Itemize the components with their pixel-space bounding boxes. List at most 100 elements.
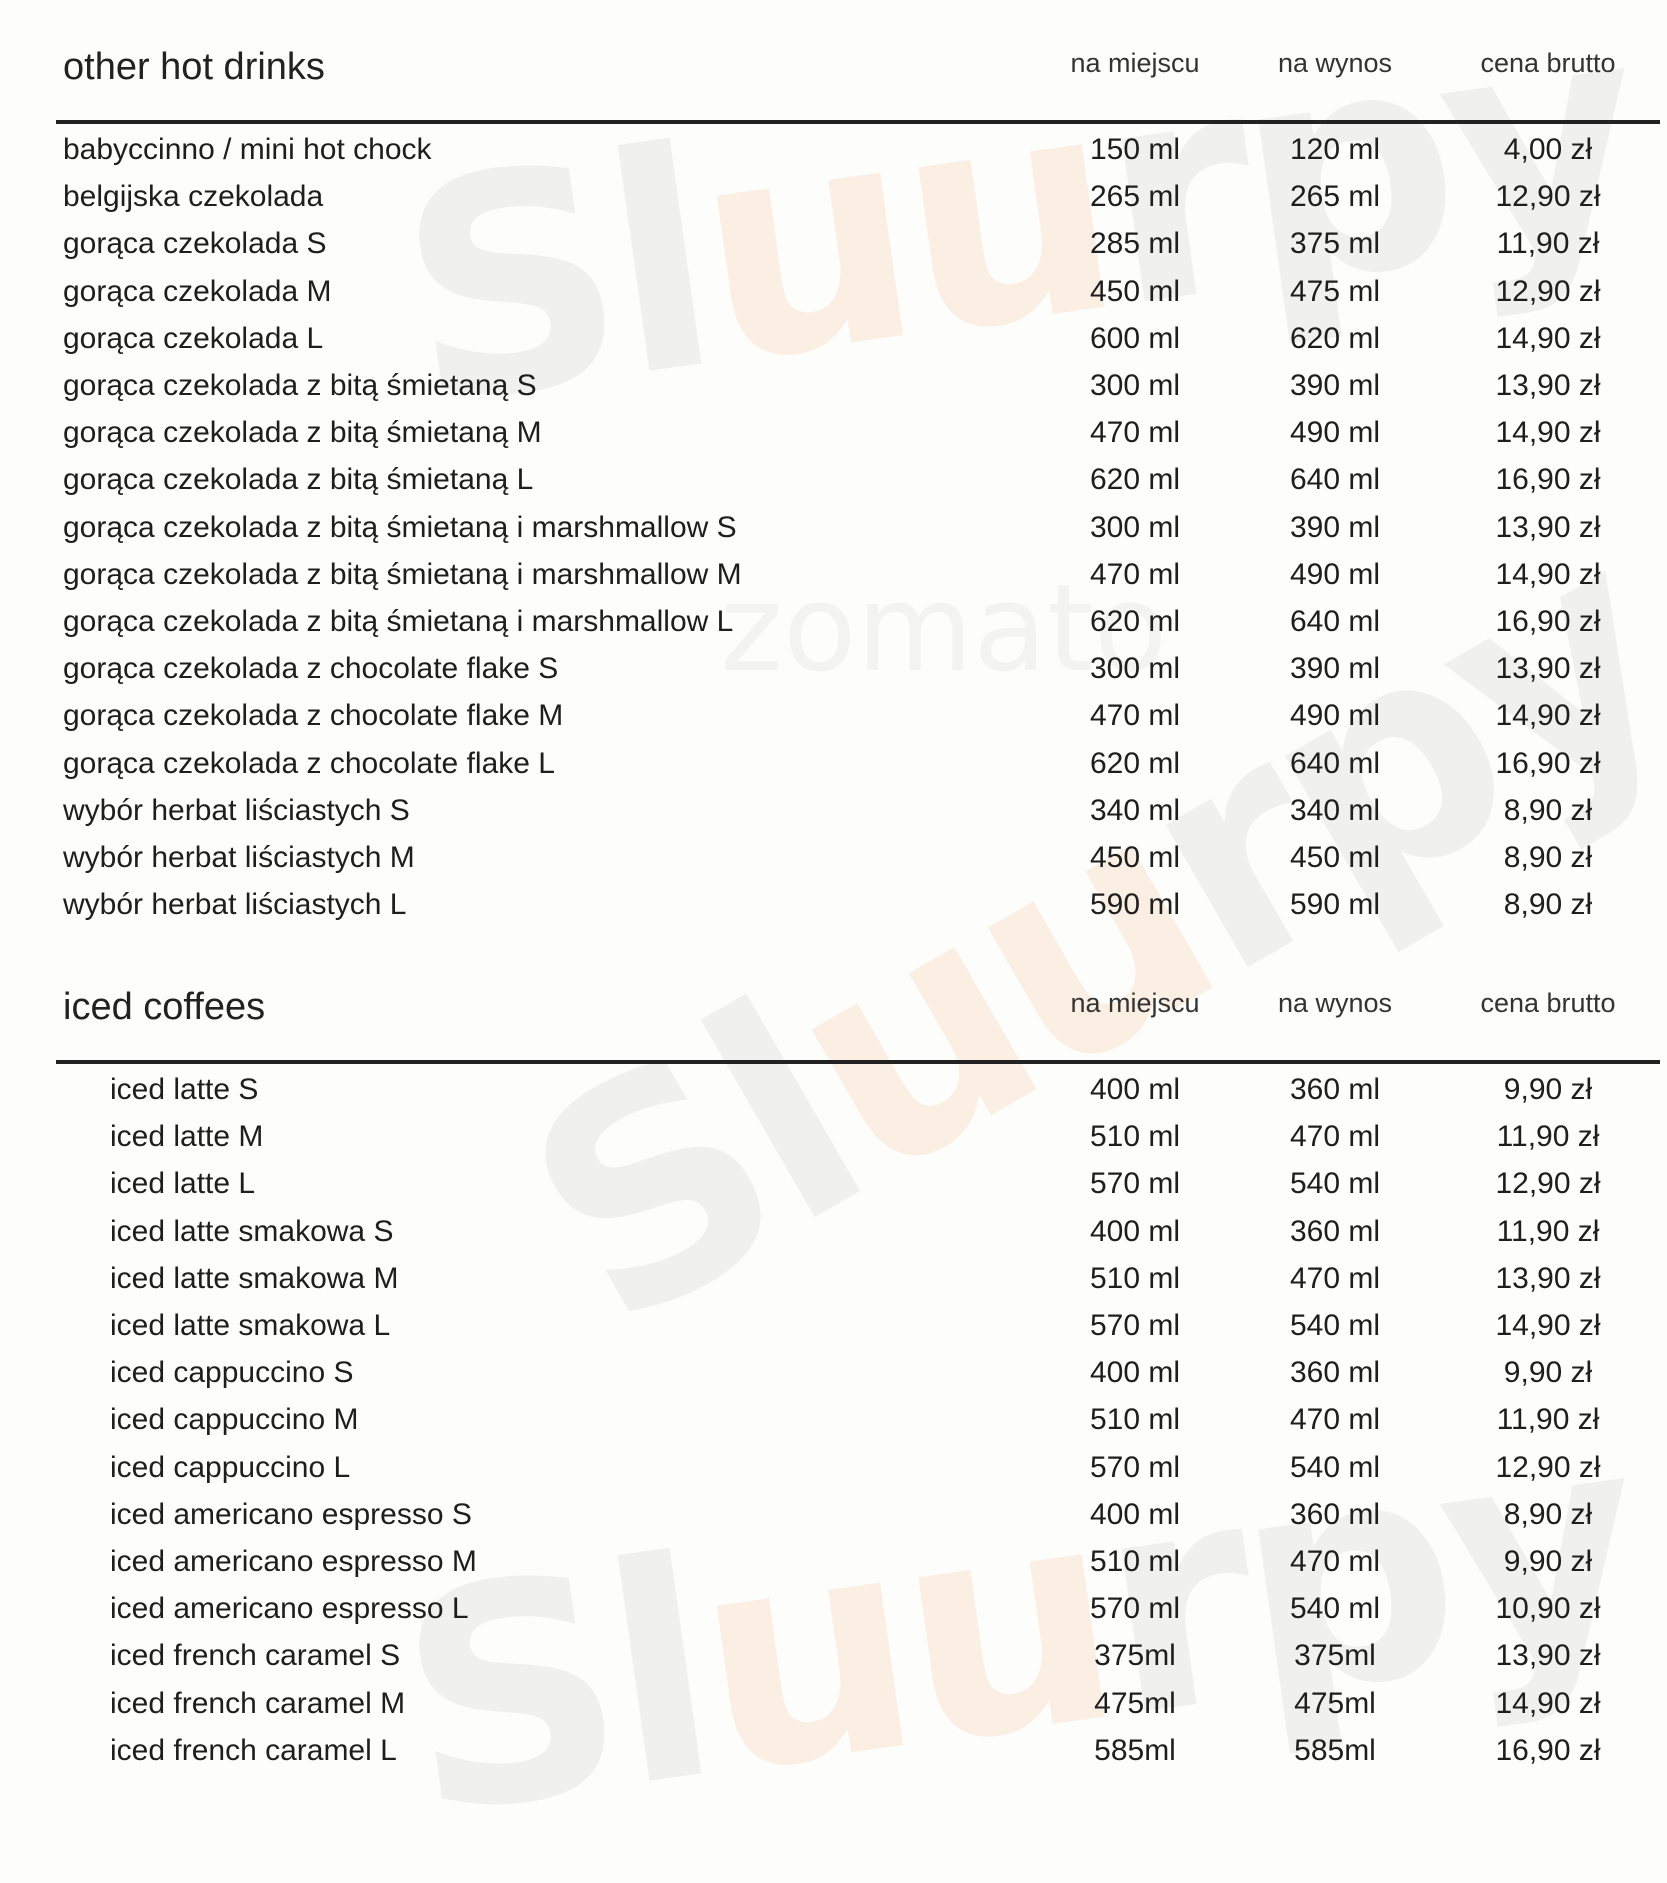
volume-dine-in: 375ml xyxy=(1094,1639,1176,1673)
gross-price: 8,90 zł xyxy=(1503,841,1593,874)
gross-price: 9,90 zł xyxy=(1503,1073,1593,1106)
gross-price: 13,90 zł xyxy=(1495,1261,1601,1295)
gross-price: 9,90 zł xyxy=(1503,1356,1593,1390)
menu-item-row: gorąca czekolada z bitą śmietaną i marsh… xyxy=(0,558,1667,605)
volume-takeaway: 540 ml xyxy=(1289,1309,1381,1342)
gross-price: 13,90 zł xyxy=(1495,652,1601,686)
volume-takeaway: 375ml xyxy=(1294,1639,1376,1673)
gross-price: 16,90 zł xyxy=(1495,463,1601,497)
volume-dine-in: 400 ml xyxy=(1089,1497,1181,1531)
menu-item-row: gorąca czekolada z bitą śmietaną i marsh… xyxy=(0,511,1667,558)
gross-price: 12,90 zł xyxy=(1495,1167,1601,1201)
volume-dine-in: 585ml xyxy=(1094,1733,1176,1767)
volume-dine-in: 450 ml xyxy=(1089,274,1181,308)
volume-dine-in: 470 ml xyxy=(1089,557,1181,591)
volume-dine-in: 510 ml xyxy=(1089,1545,1181,1578)
volume-dine-in: 510 ml xyxy=(1089,1261,1181,1295)
menu-item-row: iced french caramel L 585ml 585ml 16,90 … xyxy=(0,1734,1667,1781)
volume-takeaway: 475ml xyxy=(1294,1686,1376,1720)
menu-item-row: gorąca czekolada M 450 ml 475 ml 12,90 z… xyxy=(0,275,1667,322)
gross-price: 14,90 zł xyxy=(1495,699,1601,733)
volume-dine-in: 570 ml xyxy=(1089,1167,1181,1201)
header-divider xyxy=(56,120,1660,124)
volume-dine-in: 620 ml xyxy=(1089,746,1181,780)
item-name: gorąca czekolada z bitą śmietaną S xyxy=(63,369,537,402)
item-name: gorąca czekolada z bitą śmietaną i marsh… xyxy=(63,557,742,591)
gross-price: 13,90 zł xyxy=(1495,510,1601,544)
column-header: cena brutto xyxy=(1480,48,1616,78)
volume-dine-in: 570 ml xyxy=(1089,1450,1181,1484)
item-name: iced french caramel M xyxy=(110,1686,406,1720)
volume-takeaway: 390 ml xyxy=(1289,369,1381,402)
menu-item-row: iced cappuccino M 510 ml 470 ml 11,90 zł xyxy=(0,1403,1667,1450)
menu-item-row: gorąca czekolada z bitą śmietaną S 300 m… xyxy=(0,369,1667,416)
volume-takeaway: 470 ml xyxy=(1289,1120,1381,1154)
volume-dine-in: 570 ml xyxy=(1089,1592,1181,1626)
gross-price: 16,90 zł xyxy=(1495,746,1601,780)
item-name: iced americano espresso S xyxy=(110,1497,472,1531)
volume-dine-in: 150 ml xyxy=(1089,133,1181,166)
menu-item-row: iced latte S 400 ml 360 ml 9,90 zł xyxy=(0,1073,1667,1120)
menu-item-row: iced latte smakowa L 570 ml 540 ml 14,90… xyxy=(0,1309,1667,1356)
item-name: gorąca czekolada z bitą śmietaną i marsh… xyxy=(63,510,737,544)
gross-price: 8,90 zł xyxy=(1503,793,1593,827)
menu-item-row: iced latte smakowa S 400 ml 360 ml 11,90… xyxy=(0,1215,1667,1262)
gross-price: 14,90 zł xyxy=(1495,557,1601,591)
volume-takeaway: 470 ml xyxy=(1289,1403,1381,1437)
volume-dine-in: 475ml xyxy=(1094,1686,1176,1720)
menu-item-row: gorąca czekolada z chocolate flake S 300… xyxy=(0,652,1667,699)
menu-item-row: iced americano espresso M 510 ml 470 ml … xyxy=(0,1545,1667,1592)
volume-dine-in: 400 ml xyxy=(1089,1214,1181,1248)
item-name: iced americano espresso L xyxy=(110,1592,469,1626)
volume-takeaway: 360 ml xyxy=(1289,1356,1381,1390)
column-header: cena brutto xyxy=(1480,988,1616,1018)
volume-dine-in: 400 ml xyxy=(1089,1356,1181,1390)
gross-price: 13,90 zł xyxy=(1495,1639,1601,1673)
volume-dine-in: 265 ml xyxy=(1089,180,1181,214)
menu-item-row: iced americano espresso S 400 ml 360 ml … xyxy=(0,1498,1667,1545)
gross-price: 11,90 zł xyxy=(1496,1214,1600,1248)
volume-dine-in: 510 ml xyxy=(1089,1120,1181,1154)
gross-price: 16,90 zł xyxy=(1495,605,1601,638)
item-name: gorąca czekolada z chocolate flake L xyxy=(63,746,555,780)
item-name: gorąca czekolada L xyxy=(63,321,324,355)
header-divider xyxy=(56,1060,1660,1064)
volume-takeaway: 640 ml xyxy=(1289,605,1381,638)
menu-item-row: wybór herbat liściastych S 340 ml 340 ml… xyxy=(0,794,1667,841)
volume-takeaway: 470 ml xyxy=(1289,1545,1381,1578)
gross-price: 10,90 zł xyxy=(1495,1592,1601,1626)
gross-price: 14,90 zł xyxy=(1495,321,1601,355)
gross-price: 14,90 zł xyxy=(1495,416,1601,450)
item-name: iced latte S xyxy=(110,1073,259,1106)
item-name: gorąca czekolada z chocolate flake S xyxy=(63,652,559,686)
menu-item-row: gorąca czekolada L 600 ml 620 ml 14,90 z… xyxy=(0,322,1667,369)
section-title: iced coffees xyxy=(63,986,266,1028)
menu-item-row: iced french caramel M 475ml 475ml 14,90 … xyxy=(0,1687,1667,1734)
volume-dine-in: 620 ml xyxy=(1089,605,1181,638)
item-name: iced french caramel L xyxy=(110,1733,397,1767)
menu-item-row: gorąca czekolada z bitą śmietaną L 620 m… xyxy=(0,463,1667,510)
item-name: iced latte smakowa S xyxy=(110,1214,394,1248)
item-name: wybór herbat liściastych M xyxy=(63,841,415,874)
volume-takeaway: 340 ml xyxy=(1289,793,1381,827)
gross-price: 8,90 zł xyxy=(1503,1497,1593,1531)
item-name: iced cappuccino S xyxy=(110,1356,354,1390)
volume-dine-in: 285 ml xyxy=(1089,227,1181,261)
menu-item-row: wybór herbat liściastych M 450 ml 450 ml… xyxy=(0,841,1667,888)
item-name: gorąca czekolada z bitą śmietaną i marsh… xyxy=(63,605,734,638)
volume-takeaway: 390 ml xyxy=(1289,652,1381,686)
gross-price: 14,90 zł xyxy=(1495,1686,1601,1720)
item-name: iced latte L xyxy=(110,1167,256,1201)
volume-takeaway: 360 ml xyxy=(1289,1214,1381,1248)
volume-dine-in: 300 ml xyxy=(1089,510,1181,544)
gross-price: 8,90 zł xyxy=(1503,888,1593,922)
column-header: na miejscu xyxy=(1070,48,1200,78)
volume-takeaway: 120 ml xyxy=(1289,133,1381,166)
item-name: iced latte smakowa L xyxy=(110,1309,391,1342)
item-name: gorąca czekolada z chocolate flake M xyxy=(63,699,564,733)
volume-dine-in: 590 ml xyxy=(1089,888,1181,922)
volume-takeaway: 490 ml xyxy=(1289,416,1381,450)
gross-price: 11,90 zł xyxy=(1496,1403,1600,1437)
section-title: other hot drinks xyxy=(63,46,325,88)
item-name: babyccinno / mini hot chock xyxy=(63,133,432,166)
